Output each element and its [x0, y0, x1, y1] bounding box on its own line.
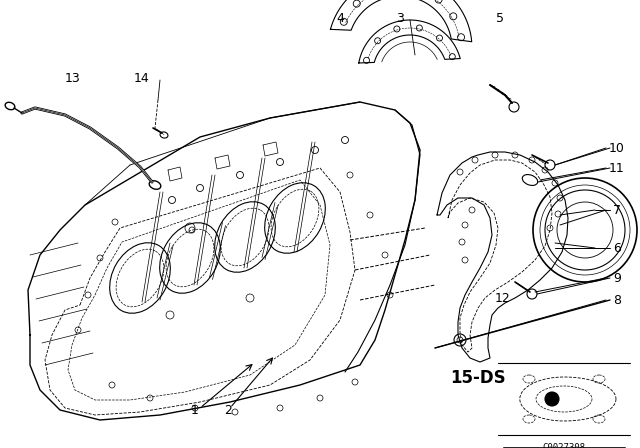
Text: 14: 14	[134, 72, 150, 85]
Text: 7: 7	[613, 203, 621, 216]
Text: 12: 12	[495, 292, 511, 305]
Text: 9: 9	[613, 271, 621, 284]
Text: 11: 11	[609, 161, 625, 175]
Text: C0027308: C0027308	[543, 443, 586, 448]
Text: 13: 13	[65, 72, 81, 85]
Text: 1: 1	[191, 404, 199, 417]
Text: 10: 10	[609, 142, 625, 155]
Circle shape	[545, 392, 559, 406]
Text: 3: 3	[396, 12, 404, 25]
Text: 4: 4	[336, 12, 344, 25]
Text: 2: 2	[224, 404, 232, 417]
Text: 15-DS: 15-DS	[450, 369, 506, 387]
Text: 8: 8	[613, 293, 621, 306]
Text: 5: 5	[496, 12, 504, 25]
Text: 6: 6	[613, 241, 621, 254]
